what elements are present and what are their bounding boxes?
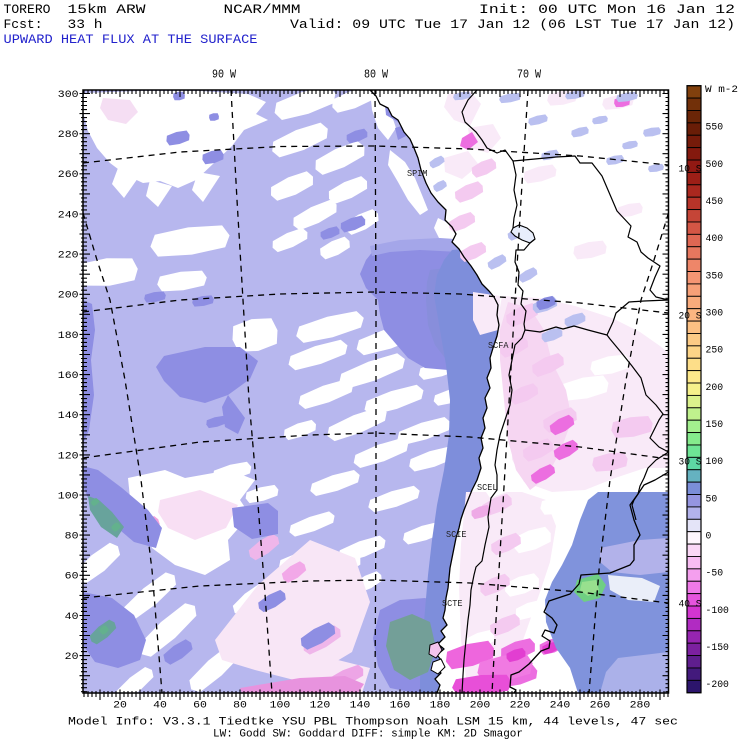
svg-text:350: 350 [706, 270, 724, 282]
svg-text:20: 20 [65, 651, 79, 662]
svg-text:10 S: 10 S [679, 164, 702, 176]
svg-text:220: 220 [510, 700, 531, 711]
svg-text:150: 150 [706, 419, 724, 431]
svg-text:160: 160 [58, 370, 79, 381]
svg-text:160: 160 [390, 700, 411, 711]
svg-text:260: 260 [590, 700, 611, 711]
svg-text:SCIE: SCIE [446, 530, 467, 540]
svg-text:-150: -150 [706, 642, 729, 654]
svg-text:60: 60 [193, 700, 207, 711]
svg-text:500: 500 [706, 159, 724, 171]
svg-text:SPIM: SPIM [407, 169, 428, 179]
svg-text:240: 240 [550, 700, 571, 711]
svg-text:280: 280 [58, 129, 79, 140]
svg-text:40: 40 [65, 611, 79, 622]
svg-text:Fcst:: Fcst: [4, 17, 43, 32]
svg-text:200: 200 [58, 290, 79, 301]
svg-text:300: 300 [58, 89, 79, 100]
svg-text:250: 250 [706, 345, 724, 357]
svg-text:100: 100 [58, 490, 79, 501]
svg-text:260: 260 [58, 169, 79, 180]
svg-text:NCAR/MMM: NCAR/MMM [224, 2, 301, 17]
svg-text:200: 200 [470, 700, 491, 711]
svg-text:90 W: 90 W [212, 68, 237, 82]
svg-text:LW: Godd SW: Goddard DIFF: sim: LW: Godd SW: Goddard DIFF: simple KM: 2D… [213, 729, 523, 740]
svg-text:70 W: 70 W [517, 68, 542, 82]
svg-text:100: 100 [270, 700, 291, 711]
svg-text:15km ARW: 15km ARW [68, 2, 146, 17]
svg-text:UPWARD HEAT FLUX AT THE SURFAC: UPWARD HEAT FLUX AT THE SURFACE [4, 32, 258, 47]
svg-text:20: 20 [113, 700, 127, 711]
svg-text:140: 140 [350, 700, 371, 711]
svg-text:80: 80 [65, 531, 79, 542]
svg-text:280: 280 [630, 700, 651, 711]
svg-text:TORERO: TORERO [4, 2, 51, 17]
svg-text:Model Info: V3.3.1 Tiedtke: Model Info: V3.3.1 Tiedtke YSU PBL Thomp… [68, 717, 678, 729]
svg-text:SCEL: SCEL [477, 483, 498, 493]
svg-text:-50: -50 [706, 568, 724, 580]
svg-text:-200: -200 [706, 679, 729, 691]
svg-text:30 S: 30 S [679, 457, 702, 469]
svg-text:50: 50 [706, 493, 718, 505]
svg-text:550: 550 [706, 122, 724, 134]
svg-text:W m-2: W m-2 [705, 85, 738, 96]
svg-text:0: 0 [706, 531, 712, 543]
svg-text:180: 180 [58, 330, 79, 341]
svg-text:20 S: 20 S [679, 311, 702, 323]
svg-text:SCTE: SCTE [442, 599, 463, 609]
svg-text:100: 100 [706, 456, 724, 468]
svg-text:80 W: 80 W [364, 68, 389, 82]
svg-text:200: 200 [706, 382, 724, 394]
svg-text:220: 220 [58, 250, 79, 261]
svg-text:400: 400 [706, 233, 724, 245]
svg-text:240: 240 [58, 209, 79, 220]
svg-text:60: 60 [65, 571, 79, 582]
svg-text:40: 40 [153, 700, 167, 711]
svg-text:80: 80 [233, 700, 247, 711]
svg-text:120: 120 [58, 450, 79, 461]
svg-text:Init: 00 UTC Mon 16 Jan 12: Init: 00 UTC Mon 16 Jan 12 [479, 2, 735, 17]
svg-text:180: 180 [430, 700, 451, 711]
svg-text:450: 450 [706, 196, 724, 208]
svg-text:33 h: 33 h [68, 17, 103, 32]
svg-text:Valid: 09 UTC Tue 17 Jan 12 (0: Valid: 09 UTC Tue 17 Jan 12 (06 LST Tue … [290, 17, 735, 32]
svg-text:140: 140 [58, 410, 79, 421]
svg-text:SCFA: SCFA [488, 341, 509, 351]
svg-text:120: 120 [310, 700, 331, 711]
svg-text:-100: -100 [706, 605, 729, 617]
svg-text:300: 300 [706, 308, 724, 320]
svg-text:40 S: 40 S [679, 599, 702, 611]
